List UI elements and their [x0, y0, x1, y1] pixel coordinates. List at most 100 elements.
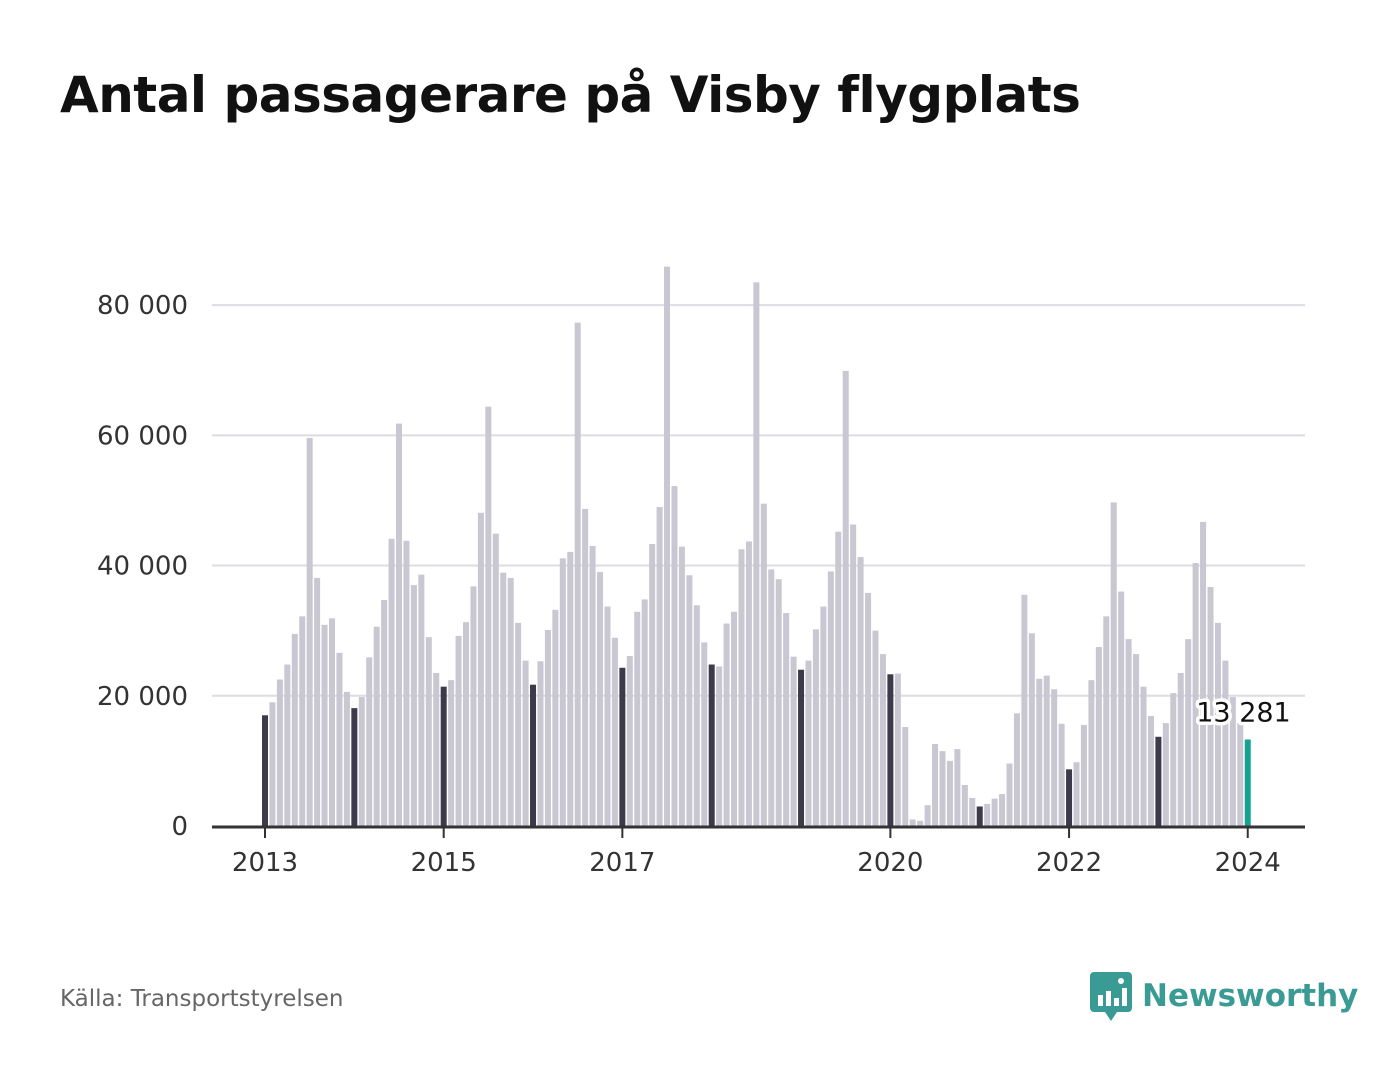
bar: [701, 642, 708, 826]
bar: [1051, 689, 1058, 826]
bar: [507, 577, 514, 826]
bar: [790, 656, 797, 826]
annotation: 13 281: [1193, 694, 1294, 732]
bar: [403, 540, 410, 826]
bar: [366, 657, 373, 826]
bar: [812, 629, 819, 826]
bar: [835, 531, 842, 826]
bar: [708, 664, 715, 826]
bar: [1021, 594, 1028, 826]
bar: [321, 624, 328, 826]
x-axis: 2013 2015 2017 2020 2022 2024: [212, 825, 1305, 878]
bar: [1103, 616, 1110, 826]
bar: [1095, 646, 1102, 826]
bar: [515, 622, 522, 826]
bar: [1200, 521, 1207, 826]
bar: [351, 708, 358, 826]
y-tick-label: 20 000: [97, 682, 188, 712]
bars: [262, 266, 1251, 826]
bar: [284, 664, 291, 826]
bar: [1125, 639, 1132, 826]
bar: [567, 551, 574, 826]
bar: [440, 686, 447, 826]
bar: [954, 749, 961, 826]
bar: [738, 549, 745, 826]
bar: [1110, 502, 1117, 826]
bar: [909, 819, 916, 826]
brand-name: Newsworthy: [1142, 978, 1359, 1014]
bar: [678, 546, 685, 826]
bar: [798, 669, 805, 826]
bar: [1080, 725, 1087, 826]
bar: [492, 533, 499, 826]
bar: [381, 600, 388, 826]
bar: [582, 508, 589, 826]
bar: [1028, 633, 1035, 826]
chart-title: Antal passagerare på Visby flygplats: [60, 66, 1081, 124]
bar: [1207, 587, 1214, 826]
bar: [872, 630, 879, 826]
bar: [1066, 769, 1073, 826]
bar: [894, 673, 901, 826]
bar: [753, 282, 760, 826]
bar: [805, 660, 812, 826]
bar: [961, 784, 968, 826]
bar: [768, 569, 775, 826]
y-axis-labels: 0 20 000 40 000 60 000 80 000: [97, 291, 188, 842]
bar: [984, 803, 991, 826]
bar: [939, 751, 946, 826]
bar: [723, 623, 730, 826]
bar: [329, 618, 335, 826]
y-tick-label: 60 000: [97, 421, 188, 451]
bar: [544, 630, 551, 826]
bar: [388, 538, 395, 826]
bar: [477, 512, 484, 826]
bar: [269, 702, 276, 826]
bar: [932, 743, 939, 826]
bar: [745, 541, 752, 826]
bar: [604, 606, 611, 826]
brand-logo[interactable]: Newsworthy: [1090, 970, 1358, 1022]
bar: [530, 684, 537, 826]
bar: [410, 585, 417, 826]
bar: [485, 406, 492, 826]
bar: [850, 524, 857, 826]
bar: [1006, 763, 1013, 826]
bar: [991, 798, 998, 826]
bar: [314, 577, 321, 826]
x-tick-label: 2020: [857, 848, 923, 878]
bar: [1088, 680, 1095, 826]
bar: [276, 679, 283, 826]
bar: [827, 571, 834, 826]
bar: [522, 660, 529, 826]
bar: [1222, 660, 1229, 826]
bar: [1244, 739, 1251, 826]
bar: [1147, 715, 1154, 826]
bar: [336, 652, 343, 826]
y-tick-label: 0: [171, 812, 188, 842]
bar: [649, 544, 656, 826]
bar: [686, 575, 693, 826]
x-tick-label: 2013: [232, 848, 298, 878]
bar: [1043, 675, 1050, 826]
bar: [634, 611, 641, 826]
bar: [418, 574, 425, 826]
bar: [262, 715, 268, 826]
bar: [1170, 693, 1177, 826]
bar: [448, 680, 455, 826]
bar: [1237, 723, 1244, 826]
bar: [611, 637, 618, 826]
bar: [597, 572, 604, 826]
bar: [865, 592, 872, 826]
bar: [1185, 639, 1192, 826]
bar: [1073, 762, 1080, 826]
bar: [626, 656, 633, 826]
newsworthy-logo-icon: [1090, 972, 1132, 1021]
source-note: Källa: Transportstyrelsen: [60, 986, 344, 1012]
bar: [1118, 591, 1125, 826]
bar: [425, 637, 432, 826]
bar: [1058, 723, 1065, 826]
x-tick-label: 2017: [589, 848, 655, 878]
bar: [656, 506, 663, 826]
